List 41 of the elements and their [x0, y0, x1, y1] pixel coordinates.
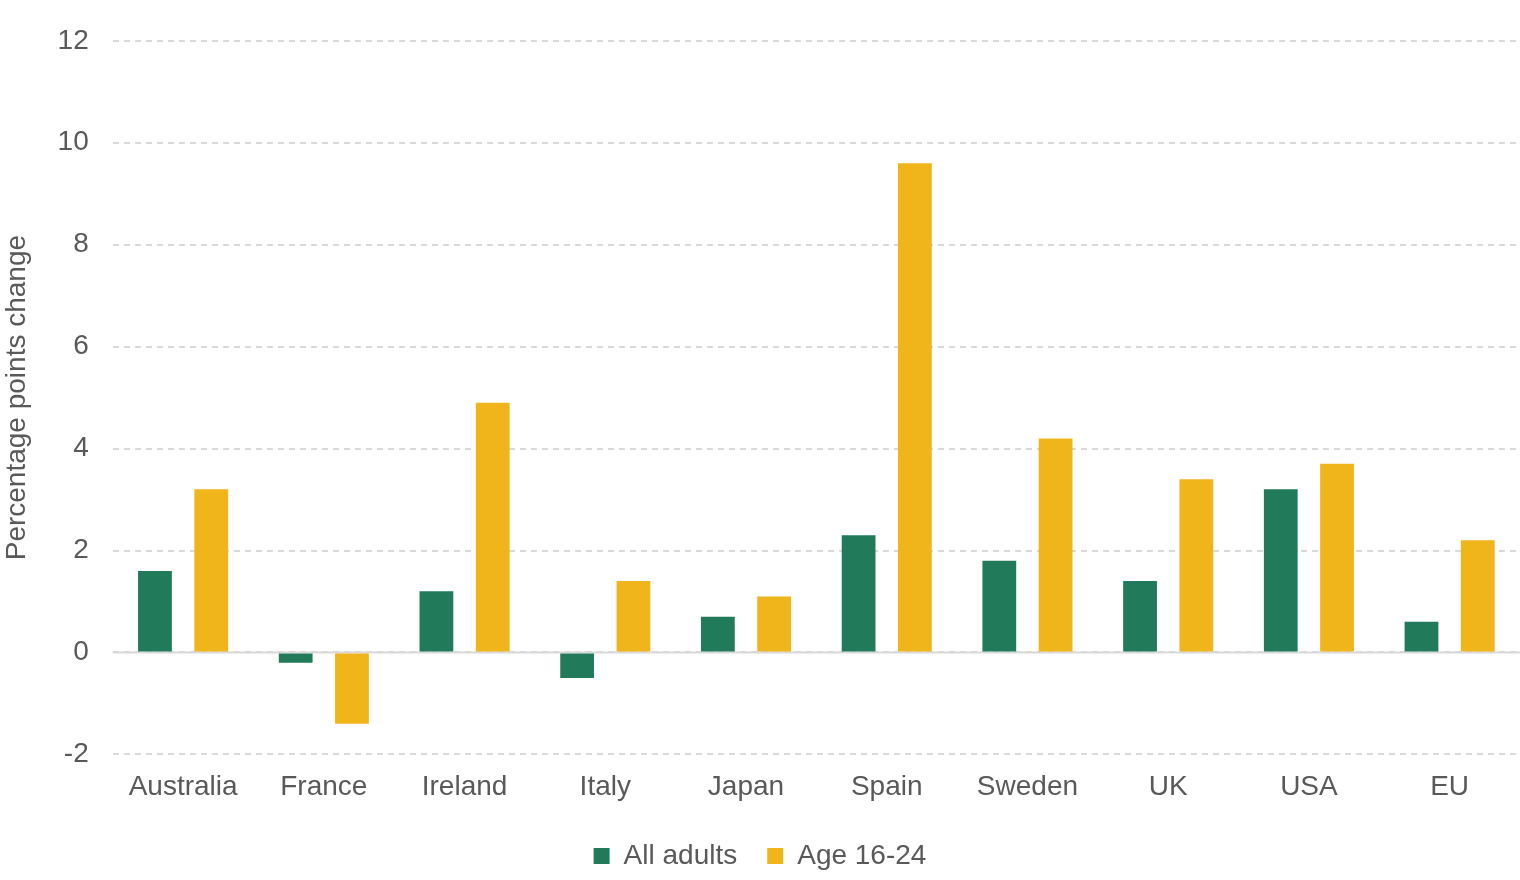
bar: [982, 560, 1017, 652]
x-tick-label: UK: [1148, 769, 1188, 801]
bar: [897, 163, 932, 652]
x-tick-label: France: [280, 769, 368, 801]
bar: [616, 581, 651, 652]
bar: [419, 591, 454, 652]
y-tick-label: 6: [73, 329, 89, 361]
bar: [194, 489, 229, 652]
legend-label: Age 16-24: [797, 838, 927, 870]
y-tick-label: 10: [57, 125, 89, 157]
bar: [1404, 621, 1439, 652]
bar: [1320, 463, 1354, 652]
bar: [700, 616, 735, 652]
y-tick-label: 2: [73, 533, 89, 565]
bar: [138, 570, 172, 652]
bar: [1123, 581, 1157, 652]
x-tick-label: Spain: [850, 769, 923, 801]
bar: [1263, 489, 1298, 652]
y-tick-label: 0: [73, 635, 89, 667]
bar: [1460, 540, 1495, 652]
y-tick-label: 8: [73, 227, 89, 259]
x-tick-label: Ireland: [421, 769, 508, 801]
x-tick-label: Italy: [579, 769, 631, 801]
bar: [1179, 479, 1214, 652]
bar: [1038, 438, 1073, 652]
x-tick-label: Japan: [707, 769, 785, 801]
y-tick-label: 4: [73, 431, 89, 463]
x-tick-label: EU: [1430, 769, 1470, 801]
bar: [560, 653, 595, 678]
x-tick-label: Australia: [128, 769, 238, 801]
y-tick-label: 12: [57, 23, 89, 55]
y-axis-title: Percentage points change: [0, 234, 31, 561]
x-tick-label: Sweden: [976, 769, 1079, 801]
y-tick-label: -2: [63, 737, 89, 769]
legend-label: All adults: [623, 838, 738, 870]
bar: [757, 596, 792, 652]
bar: [475, 402, 510, 652]
bar: [841, 535, 876, 652]
bar: [278, 653, 313, 663]
bar: [335, 653, 369, 724]
x-tick-label: USA: [1280, 769, 1339, 801]
